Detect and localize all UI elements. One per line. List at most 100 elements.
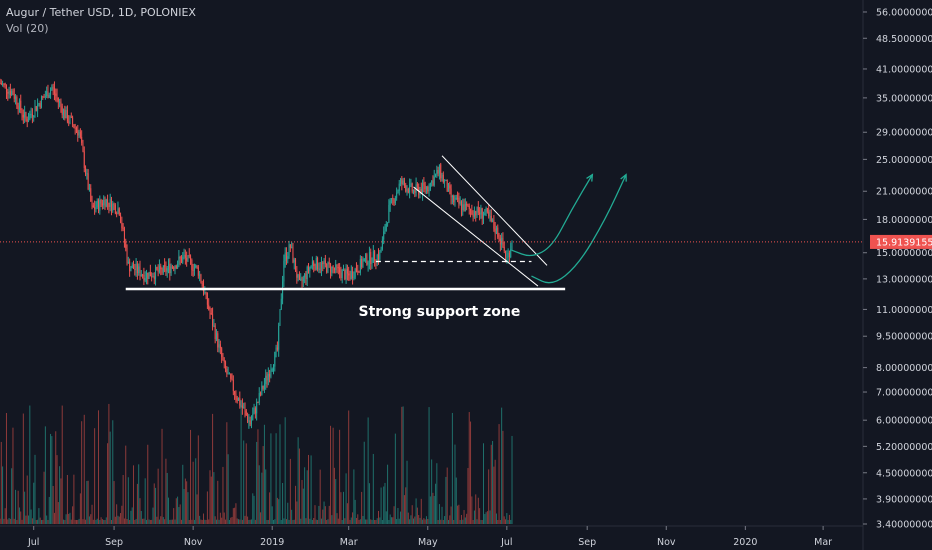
y-tick-label: 15.00000000 [876, 248, 932, 259]
volume-bar [188, 519, 190, 524]
arrow-head-icon [620, 173, 627, 182]
volume-bar [389, 514, 391, 524]
candle [445, 179, 447, 182]
candle [212, 307, 214, 331]
volume-bar [296, 501, 298, 524]
candle [396, 187, 398, 201]
volume-bar [492, 440, 494, 524]
candle [480, 204, 482, 219]
volume-bar [450, 506, 452, 524]
candle [16, 95, 18, 109]
volume-bar [133, 465, 135, 524]
volume-bar [326, 519, 328, 524]
volume-bar [503, 516, 505, 524]
candle [498, 232, 500, 242]
volume-indicator-label[interactable]: Vol (20) [6, 22, 49, 35]
volume-bar [245, 443, 247, 524]
volume-bar [100, 517, 102, 524]
candle [223, 357, 225, 369]
volume-bar [447, 519, 449, 524]
price-axis[interactable]: 56.00000000 48.50000000 41.00000000 35.0000… [862, 0, 932, 550]
volume-bar [480, 519, 482, 524]
candle [204, 285, 206, 295]
volume-bar [147, 444, 149, 524]
candle [37, 98, 39, 118]
candle [183, 248, 185, 260]
channel-upper-line[interactable] [441, 155, 548, 266]
volume-bar [51, 436, 53, 524]
candle [135, 258, 137, 277]
symbol-title[interactable]: Augur / Tether USD, 1D, POLONIEX [6, 6, 196, 19]
candle [192, 263, 194, 277]
candle [28, 112, 30, 123]
candle [485, 206, 487, 217]
volume-bar [468, 412, 470, 524]
volume-bar [12, 427, 14, 524]
volume-bar [55, 431, 57, 524]
volume-bar [269, 492, 271, 524]
volume-bar [295, 485, 297, 524]
volume-bar [46, 515, 48, 524]
candle [494, 221, 496, 241]
volume-bar [53, 512, 55, 524]
volume-bar [145, 519, 147, 524]
volume-bar [366, 519, 368, 524]
x-tick-label: May [418, 537, 438, 548]
candle [17, 102, 19, 115]
volume-bar [70, 519, 72, 524]
volume-bar [361, 491, 363, 524]
volume-bar [153, 483, 155, 524]
channel-lower-line[interactable] [413, 186, 539, 287]
volume-bar [38, 508, 40, 524]
volume-bar [501, 407, 503, 524]
candle [59, 98, 61, 108]
candle [145, 269, 147, 285]
candle [243, 402, 245, 409]
volume-bar [340, 492, 342, 524]
candle [57, 97, 59, 110]
annotation-label[interactable]: Strong support zone [359, 304, 521, 320]
x-tick-label: 2020 [733, 537, 757, 548]
volume-bar [3, 518, 5, 524]
projection-arrow[interactable] [531, 174, 627, 284]
candle [381, 236, 383, 251]
volume-bar [52, 485, 54, 524]
candle [490, 209, 492, 223]
candle [337, 263, 339, 275]
candle [171, 264, 173, 270]
candle [47, 84, 49, 99]
projection-arrow[interactable] [511, 174, 593, 257]
volume-bar [275, 433, 277, 524]
candle [253, 403, 255, 415]
candle [326, 263, 328, 274]
volume-bar [43, 471, 45, 524]
candle [297, 273, 299, 282]
volume-bar [169, 519, 171, 524]
volume-bar [454, 444, 456, 524]
candle [398, 179, 400, 196]
candle [130, 266, 132, 272]
volume-bar [273, 519, 275, 524]
volume-bar [129, 519, 131, 524]
volume-bar [112, 420, 114, 524]
candle [25, 111, 27, 122]
volume-bar [238, 519, 240, 524]
candle [379, 250, 381, 263]
candle [378, 248, 380, 265]
candle [372, 245, 374, 263]
time-axis[interactable]: Jul Sep Nov 2019 Mar May Jul Sep Nov 2020 Mar [0, 525, 863, 548]
candle [247, 412, 249, 424]
candle [314, 263, 316, 271]
candle [166, 265, 168, 278]
volume-bar [30, 509, 32, 524]
volume-bar [383, 486, 385, 524]
candle [147, 272, 149, 285]
volume-bar [407, 512, 409, 524]
candle [219, 340, 221, 355]
candle [0, 79, 2, 86]
candle [29, 110, 31, 121]
volume-bar [77, 519, 79, 524]
volume-bar [173, 508, 175, 524]
candle [226, 366, 228, 378]
